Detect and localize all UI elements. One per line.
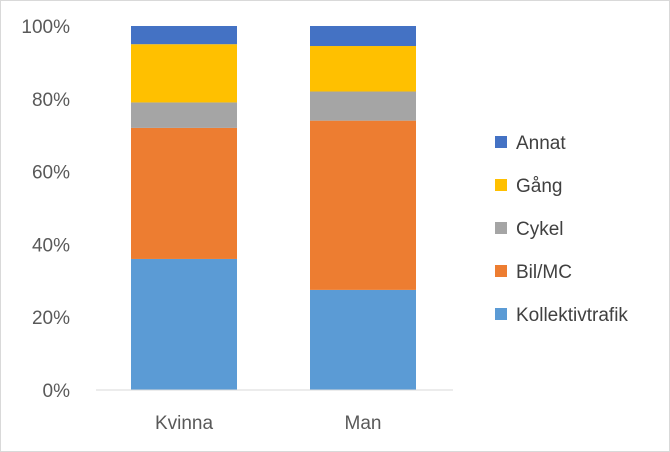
legend-label: Annat — [516, 133, 566, 154]
legend-swatch — [495, 179, 507, 191]
y-tick-label: 0% — [43, 381, 71, 402]
y-tick-label: 100% — [21, 17, 70, 38]
bar-kvinna-kollektivtrafik — [131, 258, 237, 390]
bar-man-cykel — [310, 91, 416, 121]
legend-item-bil-mc: Bil/MC — [495, 262, 572, 283]
x-tick-label-kvinna: Kvinna — [155, 413, 214, 434]
bar-kvinna-g-ng — [131, 44, 237, 103]
y-tick-label: 80% — [32, 90, 70, 111]
bar-man-kollektivtrafik — [310, 289, 416, 390]
legend-swatch — [495, 222, 507, 234]
bar-kvinna-bil-mc — [131, 127, 237, 259]
legend-item-cykel: Cykel — [495, 219, 564, 240]
legend: Annat Gång Cykel Bil/MC Kollektivtrafik — [495, 133, 628, 326]
legend-item-annat: Annat — [495, 133, 566, 154]
y-tick-label: 60% — [32, 163, 70, 184]
legend-swatch — [495, 265, 507, 277]
bar-man-g-ng — [310, 46, 416, 92]
bar-man-annat — [310, 26, 416, 47]
x-tick-labels: Kvinna Man — [155, 413, 382, 434]
legend-swatch — [495, 308, 507, 320]
x-tick-label-man: Man — [345, 413, 382, 434]
y-tick-labels: 0% 20% 40% 60% 80% 100% — [21, 17, 70, 402]
bar-kvinna-cykel — [131, 102, 237, 128]
legend-label: Cykel — [516, 219, 564, 240]
bar-man-bil-mc — [310, 120, 416, 290]
legend-label: Kollektivtrafik — [516, 305, 628, 326]
y-tick-label: 40% — [32, 235, 70, 256]
legend-item-kollektivtrafik: Kollektivtrafik — [495, 305, 628, 326]
bar-kvinna-annat — [131, 26, 237, 45]
legend-label: Bil/MC — [516, 262, 572, 283]
legend-swatch — [495, 136, 507, 148]
legend-label: Gång — [516, 176, 562, 197]
y-tick-label: 20% — [32, 308, 70, 329]
bars-group — [131, 26, 416, 390]
legend-item-g-ng: Gång — [495, 176, 562, 197]
